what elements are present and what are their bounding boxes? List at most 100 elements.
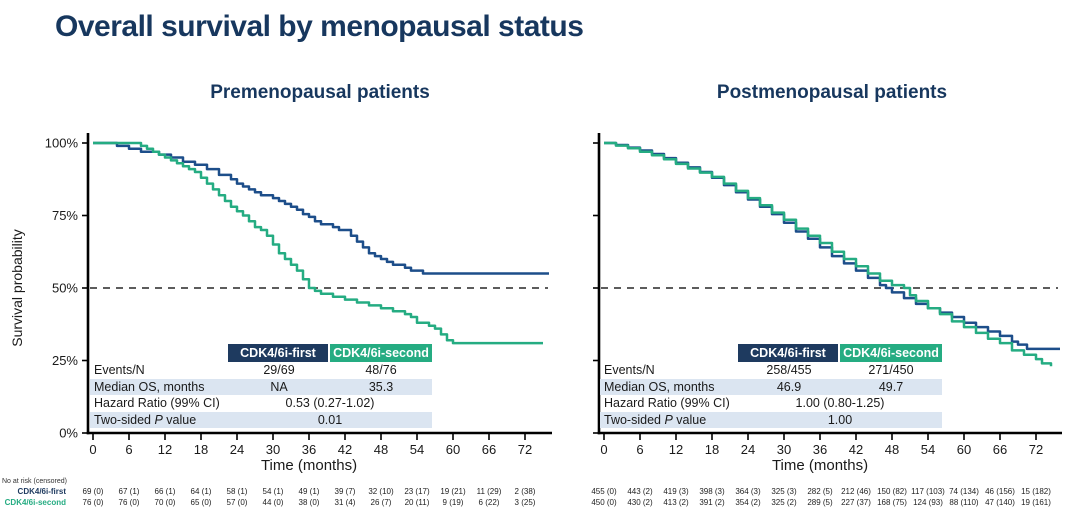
svg-text:50%: 50%: [52, 281, 78, 296]
svg-text:24: 24: [230, 442, 244, 457]
at-risk-row-label-first: CDK4/6i-first: [17, 487, 66, 496]
svg-text:25%: 25%: [52, 353, 78, 368]
svg-text:54: 54: [410, 442, 424, 457]
events-first-value: 258/455: [766, 363, 812, 377]
legend-cdk46i-first: CDK4/6i-first: [228, 344, 328, 362]
p-value-label: Two-sided P value: [604, 412, 707, 427]
legend-cdk46i-second: CDK4/6i-second: [330, 344, 432, 362]
events-label: Events/N: [94, 363, 145, 377]
km-curve-cdk4-6i-second: [604, 141, 1053, 367]
median-os-first-value: NA: [270, 379, 288, 394]
at-risk-value: 32 (10): [368, 487, 394, 496]
svg-text:48: 48: [885, 442, 899, 457]
hazard-ratio-value: 1.00 (0.80-1.25): [795, 396, 885, 410]
at-risk-value: 6 (22): [478, 498, 500, 507]
at-risk-value: 88 (110): [949, 498, 979, 507]
at-risk-row-second: 76 (0) 76 (0) 70 (0) 65 (0) 57 (0) 44 (0) 38 (…: [0, 498, 1080, 509]
legend-spacer: [90, 344, 228, 362]
svg-text:66: 66: [993, 442, 1007, 457]
svg-text:60: 60: [446, 442, 460, 457]
at-risk-value: 31 (4): [334, 498, 356, 507]
at-risk-value: 325 (2): [771, 498, 797, 507]
svg-text:36: 36: [302, 442, 316, 457]
at-risk-value: 64 (1): [190, 487, 212, 496]
at-risk-value: 38 (0): [298, 498, 320, 507]
svg-text:30: 30: [777, 442, 791, 457]
events-second-value: 48/76: [365, 363, 397, 377]
at-risk-value: 67 (1): [118, 487, 140, 496]
at-risk-value: 76 (0): [118, 498, 140, 507]
at-risk-value: 391 (2): [699, 498, 725, 507]
svg-text:75%: 75%: [52, 208, 78, 223]
at-risk-value: 413 (2): [663, 498, 689, 507]
at-risk-value: 398 (3): [699, 487, 725, 496]
svg-text:6: 6: [125, 442, 132, 457]
svg-text:0%: 0%: [59, 426, 78, 441]
at-risk-value: 19 (161): [1021, 498, 1051, 507]
at-risk-value: 70 (0): [154, 498, 176, 507]
stats-table-premenopausal: CDK4/6i-first CDK4/6i-second Events/N 29…: [90, 344, 432, 428]
at-risk-value: 58 (1): [226, 487, 248, 496]
svg-text:24: 24: [741, 442, 755, 457]
at-risk-value: 46 (156): [985, 487, 1015, 496]
at-risk-value: 9 (19): [442, 498, 464, 507]
svg-text:48: 48: [374, 442, 388, 457]
median-os-label: Median OS, months: [94, 379, 205, 394]
svg-text:72: 72: [1029, 442, 1043, 457]
km-curve-cdk4-6i-first: [93, 141, 549, 275]
at-risk-value: 69 (0): [82, 487, 104, 496]
hazard-ratio-label: Hazard Ratio (99% CI): [94, 396, 220, 410]
km-curve-cdk4-6i-second: [93, 141, 543, 345]
events-first-value: 29/69: [263, 363, 295, 377]
svg-text:72: 72: [518, 442, 532, 457]
at-risk-value: 2 (38): [514, 487, 536, 496]
svg-text:30: 30: [266, 442, 280, 457]
svg-text:42: 42: [338, 442, 352, 457]
events-second-value: 271/450: [868, 363, 914, 377]
at-risk-value: 282 (5): [807, 487, 833, 496]
svg-text:100%: 100%: [45, 136, 79, 151]
svg-text:0: 0: [89, 442, 96, 457]
at-risk-value: 65 (0): [190, 498, 212, 507]
median-os-second-value: 35.3: [368, 379, 394, 394]
at-risk-value: 117 (103): [911, 487, 945, 496]
stats-table-postmenopausal: CDK4/6i-first CDK4/6i-second Events/N 25…: [600, 344, 942, 428]
svg-text:66: 66: [482, 442, 496, 457]
svg-text:12: 12: [158, 442, 172, 457]
at-risk-value: 47 (140): [985, 498, 1015, 507]
hazard-ratio-value: 0.53 (0.27-1.02): [285, 396, 375, 410]
p-value: 1.00: [827, 412, 853, 427]
at-risk-value: 15 (182): [1021, 487, 1051, 496]
svg-text:Time (months): Time (months): [261, 457, 357, 474]
at-risk-value: 11 (29): [476, 487, 502, 496]
at-risk-value: 124 (93): [913, 498, 943, 507]
panel-title-postmenopausal: Postmenopausal patients: [716, 82, 948, 103]
at-risk-value: 54 (1): [262, 487, 284, 496]
p-value: 0.01: [317, 412, 343, 427]
at-risk-value: 168 (75): [877, 498, 907, 507]
hazard-ratio-label: Hazard Ratio (99% CI): [604, 396, 730, 410]
median-os-first-value: 46.9: [776, 379, 802, 394]
at-risk-header: No at risk (censored): [2, 478, 67, 485]
at-risk-value: 212 (46): [841, 487, 871, 496]
p-value-label: Two-sided P value: [94, 412, 197, 427]
at-risk-value: 20 (11): [404, 498, 430, 507]
at-risk-value: 364 (3): [735, 487, 761, 496]
at-risk-value: 227 (37): [841, 498, 871, 507]
svg-text:6: 6: [636, 442, 643, 457]
legend-spacer: [600, 344, 738, 362]
svg-text:0: 0: [600, 442, 607, 457]
at-risk-value: 44 (0): [262, 498, 284, 507]
svg-text:60: 60: [957, 442, 971, 457]
at-risk-value: 76 (0): [82, 498, 104, 507]
at-risk-row-label-second: CDK4/6i-second: [4, 498, 66, 507]
at-risk-value: 325 (3): [771, 487, 797, 496]
at-risk-value: 49 (1): [298, 487, 320, 496]
at-risk-value: 150 (82): [877, 487, 907, 496]
events-label: Events/N: [604, 363, 655, 377]
svg-text:12: 12: [669, 442, 683, 457]
legend-cdk46i-second: CDK4/6i-second: [840, 344, 942, 362]
median-os-label: Median OS, months: [604, 379, 715, 394]
